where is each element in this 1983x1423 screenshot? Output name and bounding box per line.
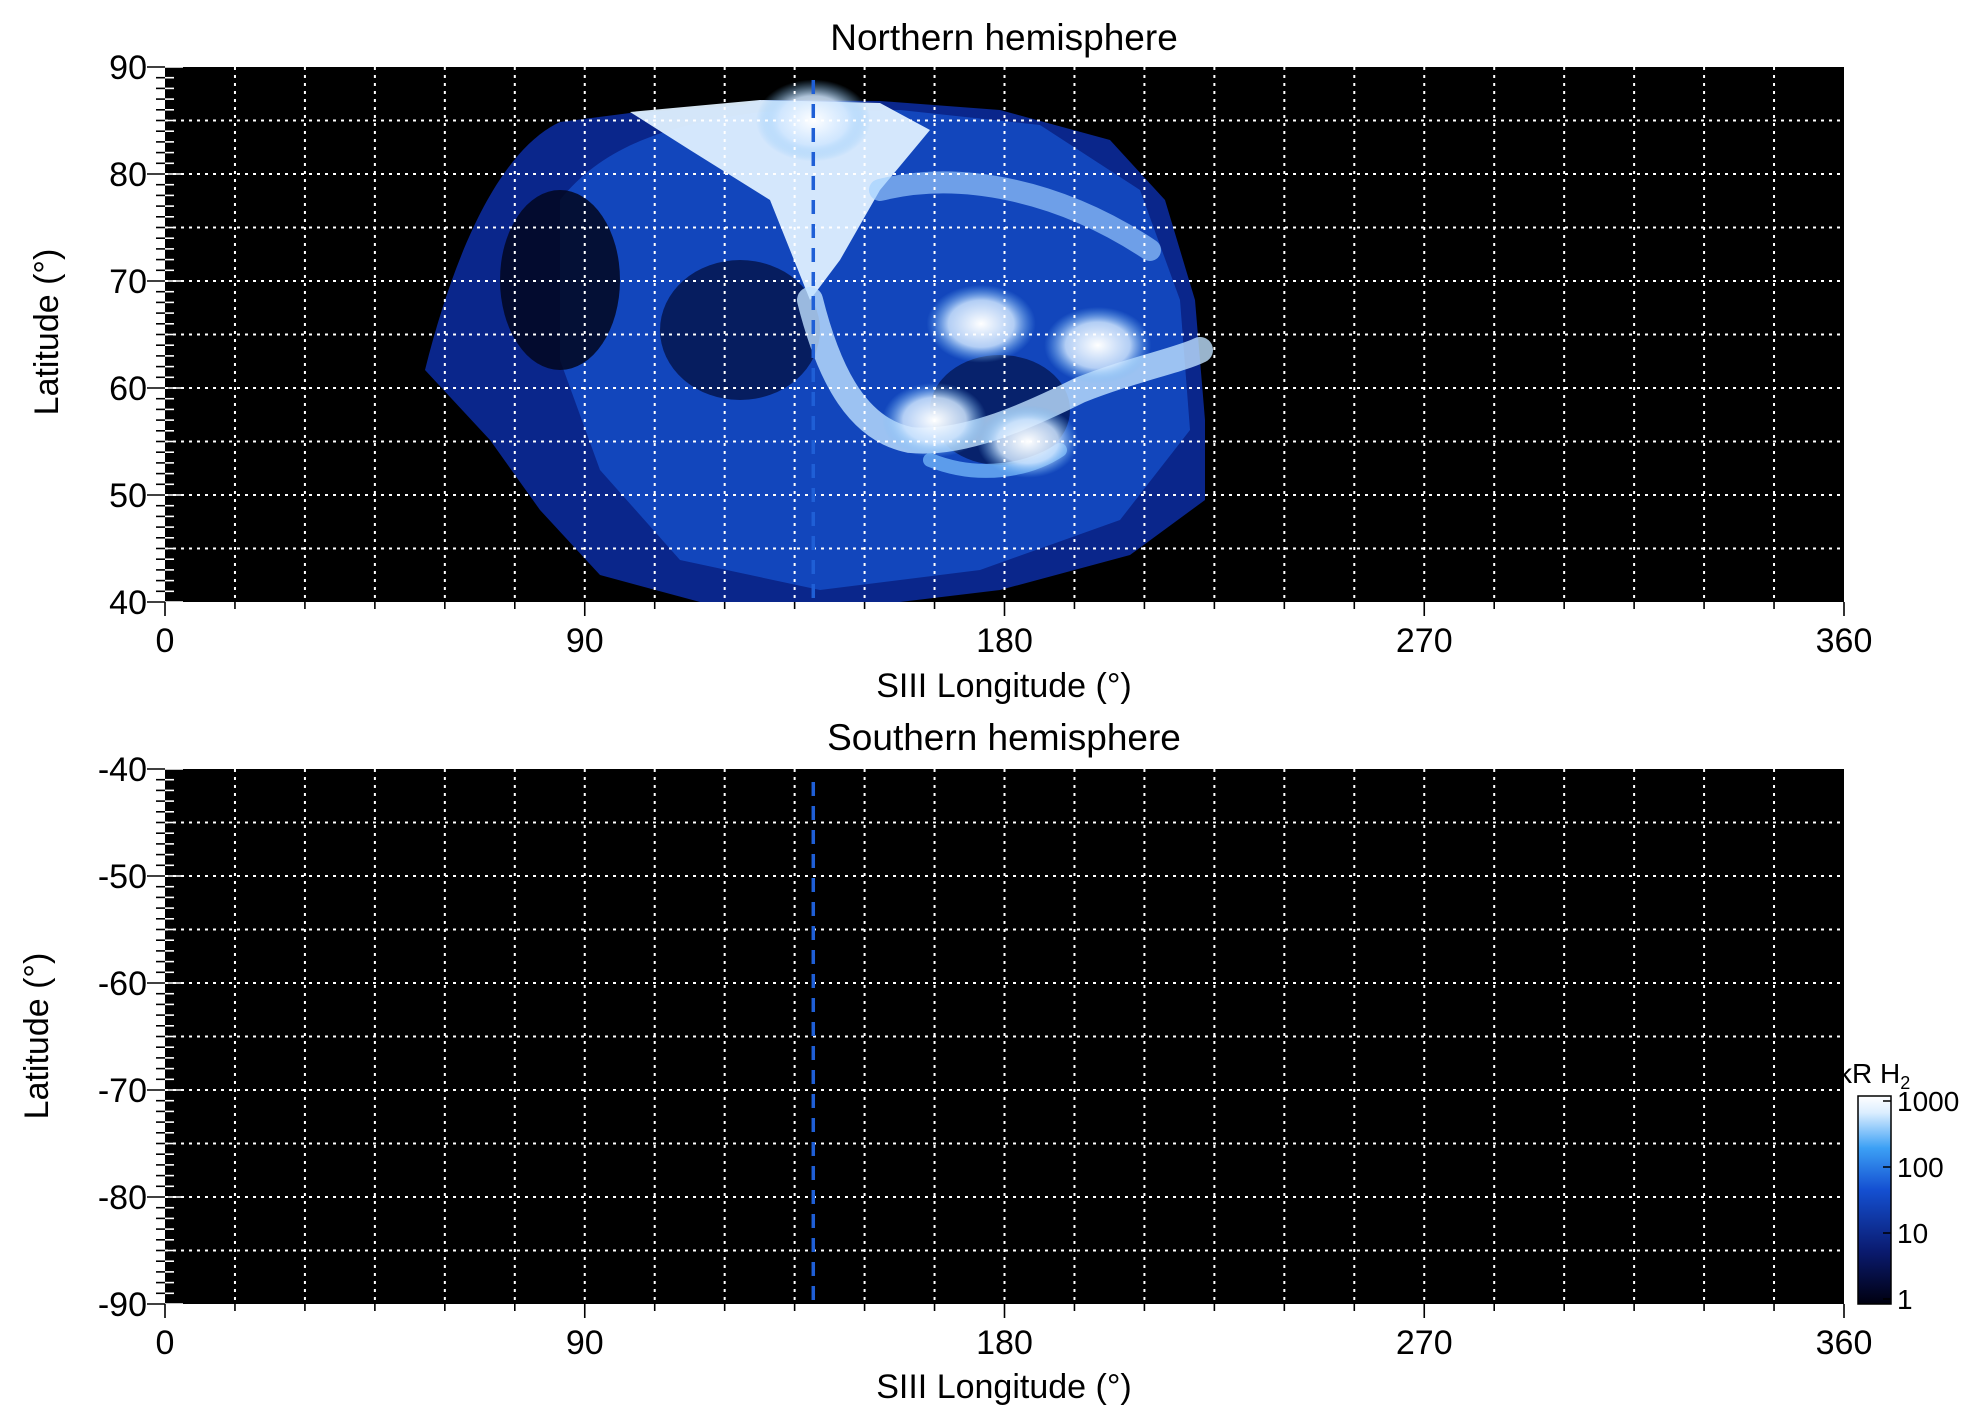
south-minor-ticks [147,768,1845,1318]
north-y-tick-label: 70 [109,263,147,301]
north-bright-feature [1044,306,1152,384]
north-polar-region [630,100,930,300]
south-y-tick-label: -70 [98,1072,147,1110]
colorbar-tick-label: 1000 [1897,1086,1959,1117]
north-x-tick-label: 360 [1816,622,1873,660]
south-y-tick-label: -80 [98,1179,147,1217]
north-y-tick-label: 60 [109,370,147,408]
north-x-tick-label: 0 [156,622,175,660]
south-y-tick-label: -40 [98,751,147,789]
south-y-tick-labels: -40 -50 -60 -70 -80 -90 [98,751,147,1324]
colorbar-label: kR H2 [1838,1058,1910,1093]
south-x-tick-label: 90 [566,1324,604,1362]
north-oval-arc [869,171,1161,261]
north-dark-pocket [660,260,820,400]
north-bright-feature [977,405,1079,478]
south-x-axis-label: SIII Longitude (°) [876,1368,1132,1406]
south-grid [165,769,1844,1304]
north-grid [165,67,1844,602]
colorbar-tick-label: 1 [1897,1284,1913,1315]
south-x-tick-labels: 0 90 180 270 360 [156,1324,1873,1362]
north-x-tick-label: 90 [566,622,604,660]
north-y-tick-labels: 40 50 60 70 80 90 [109,49,147,622]
north-x-tick-label: 180 [976,622,1033,660]
south-x-tick-label: 360 [1816,1324,1873,1362]
south-y-tick-label: -90 [98,1286,147,1324]
north-y-tick-label: 40 [109,584,147,622]
colorbar-tick-label: 10 [1897,1218,1928,1249]
north-x-tick-label: 270 [1396,622,1453,660]
south-y-tick-label: -60 [98,965,147,1003]
north-y-tick-label: 50 [109,477,147,515]
north-x-axis-label: SIII Longitude (°) [876,667,1132,705]
south-x-tick-label: 180 [976,1324,1033,1362]
north-y-tick-label: 90 [109,49,147,87]
north-bright-spots [755,79,1152,478]
northern-panel: Northern hemisphere 0 90 180 270 360 40 50 60 7… [28,17,1872,705]
north-minor-ticks [147,66,1845,616]
north-y-tick-label: 80 [109,156,147,194]
south-x-tick-label: 0 [156,1324,175,1362]
colorbar-ticks: 1000 100 10 1 [1883,1086,1959,1315]
colorbar: kR H2 1000 100 10 1 [1838,1058,1959,1315]
south-y-axis-label: Latitude (°) [18,953,56,1120]
southern-panel: Southern hemisphere 0 90 180 270 360 -40-50-… [18,717,1872,1406]
north-title: Northern hemisphere [830,17,1178,58]
south-title: Southern hemisphere [827,717,1181,758]
north-y-axis-label: Latitude (°) [28,249,66,416]
south-y-tick-label: -50 [98,858,147,896]
north-x-tick-labels: 0 90 180 270 360 [156,622,1873,660]
north-bright-feature [926,284,1036,363]
colorbar-tick-label: 100 [1897,1152,1944,1183]
colorbar-gradient [1857,1095,1892,1305]
south-x-tick-label: 270 [1396,1324,1453,1362]
